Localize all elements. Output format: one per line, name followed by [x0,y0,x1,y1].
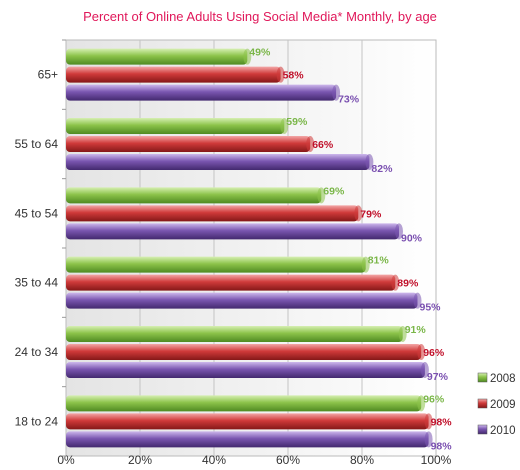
data-label: 66% [312,139,334,151]
bar-cap [306,136,315,152]
bar [66,118,285,134]
data-label: 89% [397,278,419,290]
legend-item: 2009 [477,398,516,411]
data-label: 96% [423,393,445,405]
legend-item: 2008 [477,372,516,385]
bar-cap [424,413,433,430]
x-tick-label: 60% [276,453,300,467]
bar-cap [420,362,429,378]
data-label: 90% [401,232,423,244]
bar [66,344,422,360]
bar-cap [391,274,400,291]
y-axis-categories: 65+ 55 to 64 45 to 54 35 to 44 24 to 34 18 to… [15,39,66,457]
data-label: 73% [338,94,360,106]
x-tick-label: 80% [350,453,374,467]
bar [66,431,429,448]
x-tick-label: 100% [421,453,452,467]
legend-label: 2009 [490,399,516,411]
legend-swatch [477,424,488,435]
bar [66,274,396,291]
bar-cap [398,326,407,342]
data-label: 95% [420,302,442,314]
bar [66,48,248,65]
legend-item: 2010 [477,424,516,437]
category-label: 24 to 34 [15,345,59,359]
bar-cap [395,223,403,240]
data-label: 69% [323,185,345,197]
legend-swatch [477,398,488,409]
data-label: 81% [368,255,390,267]
legend-label: 2008 [490,373,516,385]
legend-label: 2010 [490,425,516,437]
bar-cap [424,431,433,448]
category-label: 18 to 24 [15,414,59,428]
bar [66,223,399,240]
data-label: 96% [423,347,445,359]
bar-cap [365,154,374,170]
chart-title: Percent of Online Adults Using Social Me… [83,9,437,24]
data-label: 59% [286,116,308,128]
data-label: 49% [249,47,271,59]
x-tick-label: 0% [57,453,75,467]
bars [66,48,433,448]
bar-cap [417,395,426,412]
bar-cap [354,205,363,222]
x-tick-label: 40% [202,453,226,467]
data-label: 82% [371,163,393,175]
category-label: 65+ [38,68,58,82]
bar [66,84,337,101]
category-label: 45 to 54 [15,206,59,220]
bar [66,362,425,378]
bar [66,326,403,342]
bar-cap [332,84,341,101]
bar-cap [243,48,252,65]
bar-cap [280,118,289,134]
data-label: 58% [283,70,305,82]
bar [66,154,370,170]
plot-area [65,39,437,457]
x-tick-label: 20% [128,453,152,467]
legend: 2008 2009 2010 [477,372,516,437]
data-label: 98% [431,440,453,452]
data-labels: 49% 58% 73% 59% 66% 82% 69% 79% 90% 81% 89%95% 91% 9… [249,47,452,453]
bar-cap [361,256,370,273]
data-label: 97% [427,371,449,383]
bar-cap [276,66,285,83]
data-label: 79% [360,208,382,220]
data-label: 98% [431,416,453,428]
x-axis-ticks: 0% 20% 40% 60% 80% 100% [57,453,451,467]
bar [66,256,366,273]
bar [66,66,281,83]
legend-swatch [477,372,488,383]
bar-cap [417,344,426,360]
bar [66,292,418,309]
bar-cap [413,292,422,309]
gridlines [139,40,363,456]
data-label: 91% [405,324,427,336]
bar [66,395,422,412]
bar [66,205,359,222]
bar [66,136,311,152]
category-label: 55 to 64 [15,137,59,151]
category-label: 35 to 44 [15,276,59,290]
bar-cap [317,187,326,204]
bar [66,187,322,204]
bar [66,413,429,430]
